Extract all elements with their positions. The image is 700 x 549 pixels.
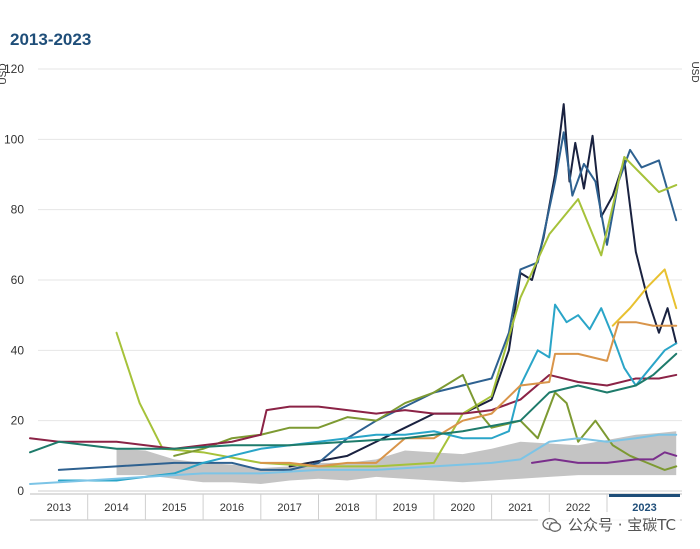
series-line-teal bbox=[29, 352, 678, 454]
watermark-text: 公众号 · 宝碳TC bbox=[567, 516, 676, 534]
x-tick-label: 2016 bbox=[220, 502, 244, 514]
series-line-purple bbox=[530, 451, 678, 464]
y-axis-title-right: USD bbox=[689, 61, 700, 82]
x-tick-label: 2019 bbox=[393, 502, 417, 514]
series-line-olive-green bbox=[173, 373, 678, 471]
series-line-yellow bbox=[611, 268, 678, 327]
y-tick-label: 60 bbox=[11, 273, 25, 287]
y-tick-label: 80 bbox=[11, 203, 25, 217]
x-tick-label: 2022 bbox=[566, 502, 590, 514]
y-tick-label: 0 bbox=[17, 484, 24, 498]
x-tick-label: 2020 bbox=[451, 502, 475, 514]
x-tick-label: 2021 bbox=[508, 502, 532, 514]
y-tick-label: 40 bbox=[11, 343, 25, 357]
y-tick-label: 20 bbox=[11, 414, 25, 428]
x-tick-label: 2018 bbox=[335, 502, 359, 514]
series-line-lime bbox=[115, 155, 678, 468]
wechat-icon bbox=[542, 517, 562, 532]
y-tick-label: 100 bbox=[4, 132, 24, 146]
x-tick-label: 2015 bbox=[162, 502, 186, 514]
x-tick-label: 2023 bbox=[632, 502, 656, 514]
y-tick-label: 120 bbox=[4, 62, 24, 76]
x-tick-label: 2014 bbox=[104, 502, 128, 514]
x-tick-label: 2017 bbox=[277, 502, 301, 514]
series-line-crimson bbox=[29, 373, 678, 450]
x-tick-label: 2013 bbox=[47, 502, 71, 514]
series-line-steel-blue bbox=[57, 131, 678, 471]
series-line-cyan bbox=[57, 303, 678, 482]
range-band bbox=[116, 431, 677, 484]
y-axis-title-left: USD bbox=[0, 63, 9, 84]
chart-title: 2013-2023 bbox=[10, 30, 92, 49]
series-line-light-blue bbox=[29, 433, 678, 485]
watermark: 公众号 · 宝碳TC bbox=[537, 512, 680, 537]
series-line-orange bbox=[259, 321, 678, 468]
